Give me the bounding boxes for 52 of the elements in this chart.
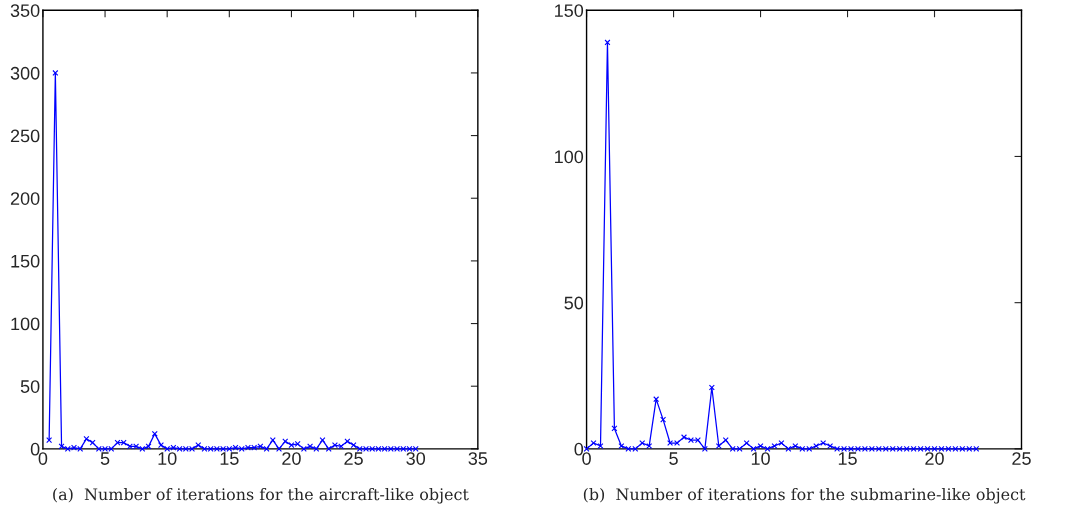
point [590, 440, 597, 447]
y-tick-label: 200 [10, 192, 40, 205]
x-tick-label: 35 [468, 452, 488, 465]
point [597, 442, 604, 449]
x-tick-label: 30 [406, 452, 426, 465]
point [708, 384, 715, 391]
point [646, 442, 653, 449]
point [757, 442, 764, 449]
point [325, 445, 332, 452]
x-tick-label: 10 [751, 452, 770, 465]
point [785, 445, 792, 452]
y-tick-label: 350 [10, 4, 40, 17]
point [195, 442, 202, 449]
point [715, 442, 722, 449]
point [52, 69, 59, 76]
point [660, 416, 667, 423]
x-tick-label: 15 [838, 452, 857, 465]
point [743, 440, 750, 447]
point [583, 445, 590, 452]
point [771, 442, 778, 449]
point [639, 440, 646, 447]
x-axis-title: (b) Number of iterations for the submarine-like object [583, 487, 1026, 504]
point [750, 445, 757, 452]
y-tick-label: 100 [555, 150, 584, 164]
x-tick-label: 20 [282, 452, 301, 465]
point [813, 442, 820, 449]
point [319, 437, 326, 444]
y-tick-label: 50 [20, 380, 40, 393]
x-tick-label: 5 [100, 452, 110, 465]
point [722, 437, 729, 444]
x-tick-label: 25 [344, 452, 363, 465]
point [764, 445, 771, 452]
point [350, 442, 357, 449]
y-tick-label: 0 [30, 442, 40, 456]
point [778, 440, 785, 447]
y-tick-label: 0 [574, 442, 584, 456]
point [83, 435, 90, 442]
point [792, 442, 799, 449]
x-tick-label: 5 [669, 452, 678, 465]
y-tick-label: 250 [10, 129, 40, 143]
point [618, 442, 625, 449]
x-axis-title: (a) Number of iterations for the aircraft-like object [53, 487, 469, 504]
x-tick-label: 0 [38, 452, 48, 465]
y-tick-label: 150 [555, 4, 584, 17]
x-tick-label: 15 [220, 452, 239, 465]
y-tick-label: 150 [11, 254, 40, 268]
y-tick-label: 300 [10, 66, 40, 80]
x-tick-label: 10 [158, 452, 177, 465]
x-tick-label: 25 [1012, 452, 1031, 465]
x-tick-label: 20 [925, 452, 944, 465]
y-tick-label: 100 [11, 317, 40, 331]
y-tick-label: 50 [564, 296, 584, 310]
